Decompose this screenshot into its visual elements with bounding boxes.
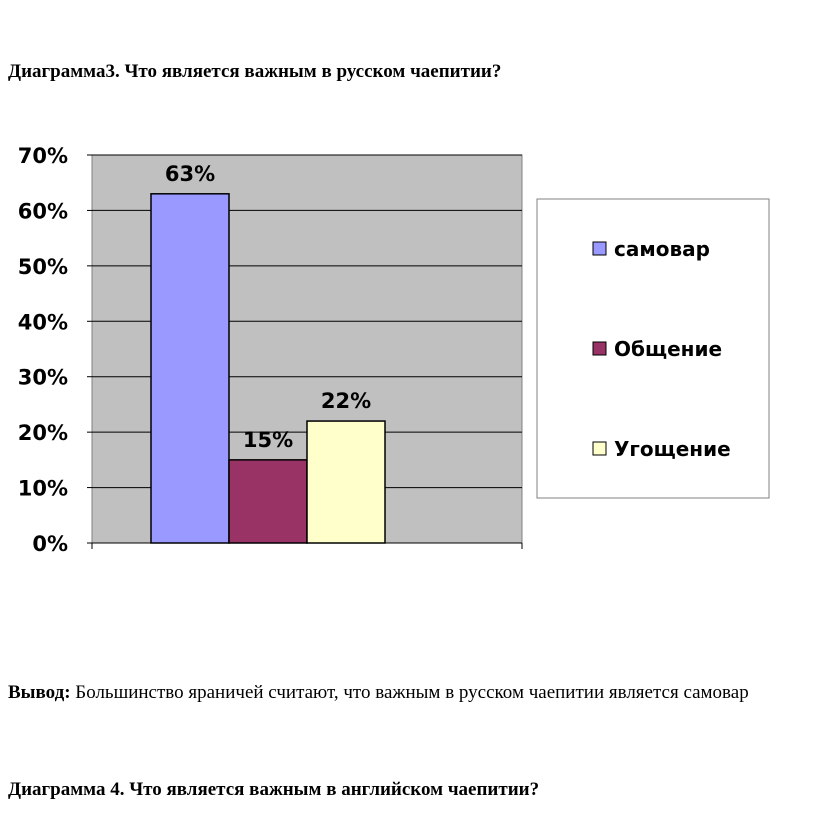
- y-tick-label: 30%: [18, 366, 68, 390]
- conclusion-text: Большинство яраничей считают, что важным…: [70, 682, 749, 703]
- bar-2: [228, 459, 308, 544]
- y-tick-label: 10%: [18, 477, 68, 501]
- chart-heading: Диаграмма3. Что является важным в русско…: [8, 61, 502, 82]
- bars: [150, 193, 386, 544]
- legend-label: самовар: [614, 237, 710, 261]
- data-labels: 63% 15% 22%: [165, 162, 371, 452]
- legend-swatch: [592, 241, 607, 256]
- data-label: 63%: [165, 162, 215, 186]
- y-tick-label: 20%: [18, 421, 68, 445]
- legend-swatch: [592, 341, 607, 356]
- data-label: 15%: [243, 428, 293, 452]
- legend-label: Угощение: [614, 437, 731, 461]
- legend: [536, 198, 770, 499]
- y-tick-label: 50%: [18, 255, 68, 279]
- y-tick-label: 70%: [18, 144, 68, 168]
- conclusion-paragraph: Вывод: Большинство яраничей считают, что…: [8, 676, 781, 709]
- legend-label: Общение: [614, 337, 722, 361]
- bar-chart: 0% 10% 20% 30% 40% 50% 60% 70% 63% 15% 22% самова…: [18, 144, 770, 556]
- legend-items: самовар Общение Угощение: [592, 237, 731, 461]
- conclusion-label: Вывод:: [8, 682, 71, 703]
- data-label: 22%: [321, 389, 371, 413]
- bar-3: [306, 420, 386, 544]
- legend-swatch: [592, 441, 607, 456]
- y-tick-label: 40%: [18, 310, 68, 334]
- y-tick-label: 0%: [32, 532, 68, 556]
- next-chart-heading: Диаграмма 4. Что является важным в англи…: [8, 779, 540, 800]
- y-axis-ticks: 0% 10% 20% 30% 40% 50% 60% 70%: [18, 144, 523, 556]
- y-tick-label: 60%: [18, 199, 68, 223]
- bar-1: [150, 193, 230, 544]
